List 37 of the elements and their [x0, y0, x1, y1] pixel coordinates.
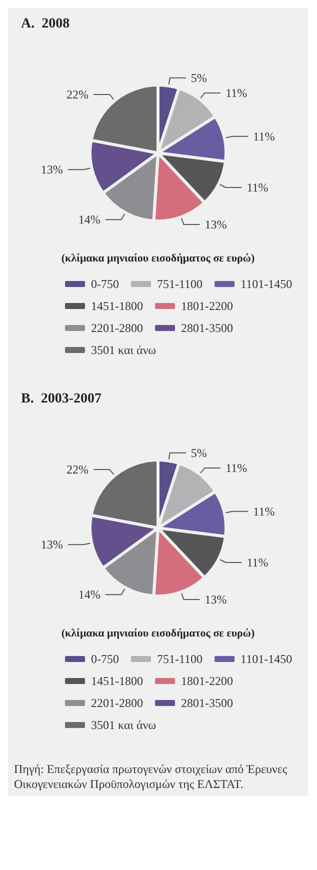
data-label: 13% — [204, 592, 227, 607]
legend-label: 1451-1800 — [91, 299, 143, 313]
data-label: 22% — [66, 462, 89, 476]
legend-label: 2801-3500 — [180, 696, 233, 710]
data-label: 11% — [246, 556, 268, 570]
data-label: 5% — [190, 70, 207, 85]
data-label: 22% — [66, 87, 89, 102]
chart-title: Α. 2008 — [21, 16, 70, 32]
legend-label: 1101-1450 — [240, 652, 292, 666]
legend-label: 2201-2800 — [91, 321, 143, 335]
legend-label: 2801-3500 — [180, 321, 233, 335]
data-label: 5% — [190, 446, 207, 460]
data-label: 11% — [226, 460, 248, 475]
legend-label: 0-750 — [91, 652, 119, 666]
data-label: 13% — [40, 538, 63, 552]
data-label: 11% — [226, 86, 248, 100]
legend-label: 3501 και άνω — [91, 718, 156, 732]
data-label: 11% — [253, 504, 275, 518]
legend-label: 1451-1800 — [91, 674, 143, 688]
legend-label: 1801-2200 — [180, 674, 233, 688]
text: Πηγή: Επεξεργασία πρωτογενών στοιχείων από Έρευνες Οικογενειακών Προϋπολογισμών της ΕΛΣΤΑΤ. — [13, 761, 288, 793]
data-label: 13% — [40, 162, 63, 177]
data-label: 11% — [253, 129, 275, 144]
legend-label: 3501 και άνω — [91, 343, 156, 357]
legend-label: 2201-2800 — [91, 696, 143, 710]
legend-label: 1101-1450 — [240, 277, 292, 291]
data-label: 14% — [78, 212, 100, 227]
legend-title: (κλίμακα μηνιαίου εισοδήματος σε ευρώ) — [61, 628, 255, 640]
data-label: 14% — [78, 588, 100, 602]
legend-label: 1801-2200 — [180, 299, 233, 313]
legend-label: 751-1100 — [156, 277, 203, 291]
data-label: 13% — [204, 218, 227, 232]
legend-title: (κλίμακα μηνιαίου εισοδήματος σε ευρώ) — [61, 252, 255, 264]
chart-title: Β. 2003-2007 — [21, 392, 102, 406]
data-label: 11% — [246, 180, 268, 195]
legend-label: 0-750 — [91, 277, 119, 291]
legend-label: 751-1100 — [156, 652, 203, 666]
